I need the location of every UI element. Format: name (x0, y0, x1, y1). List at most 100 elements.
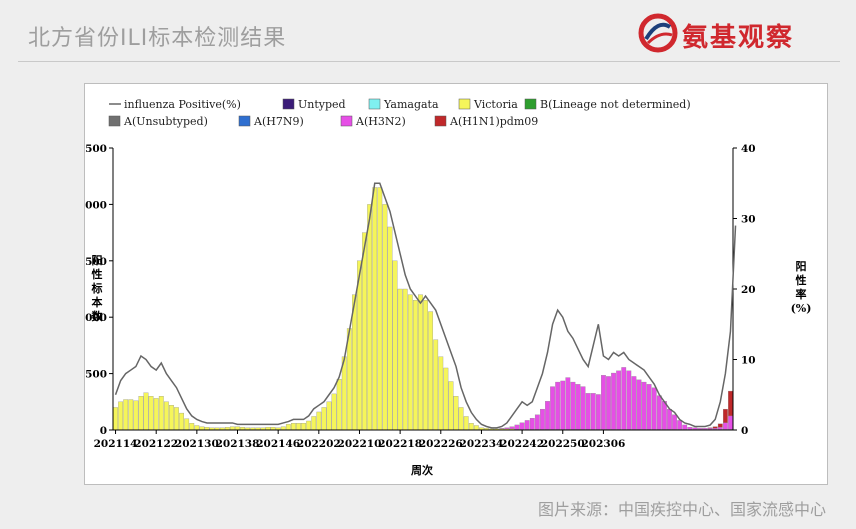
bar-victoria (473, 425, 479, 431)
bar-h3n2 (717, 427, 723, 430)
bar-victoria (285, 424, 291, 431)
x-tick-label: 202114 (94, 438, 138, 450)
bar-h3n2 (651, 387, 657, 430)
bar-h3n2 (524, 420, 530, 430)
x-tick-label: 202146 (256, 438, 300, 450)
legend-swatch-untyped (282, 98, 295, 110)
bar-victoria (143, 392, 149, 431)
bar-h3n2 (540, 408, 545, 430)
bar-victoria (387, 226, 393, 431)
bar-h3n2 (641, 381, 647, 430)
bar-h3n2 (697, 428, 703, 430)
bar-victoria (402, 288, 408, 431)
x-tick-label: 202218 (378, 438, 422, 450)
bar-victoria (148, 396, 154, 431)
bar-h3n2 (595, 394, 601, 430)
y-tick-label: 2,500 (85, 143, 107, 155)
positive-rate-line (114, 182, 737, 429)
bar-h3n2 (504, 427, 510, 430)
bar-victoria (163, 401, 169, 431)
legend-label-h7n9: A(H7N9) (253, 115, 304, 128)
bar-h3n2 (687, 427, 693, 430)
legend: influenza Positive(%) Untyped Yamagata Vict… (108, 98, 691, 128)
bar-victoria (128, 399, 134, 431)
ili-chart: influenza Positive(%) Untyped Yamagata Vict… (74, 98, 811, 477)
legend-swatch-h1n1 (434, 115, 447, 127)
bar-h3n2 (529, 418, 535, 430)
bar-victoria (453, 396, 459, 431)
bar-h3n2 (722, 422, 728, 430)
legend-swatch-unsubtyped (108, 115, 121, 127)
bar-victoria (306, 420, 312, 431)
bar-h3n2 (514, 424, 520, 430)
bar-h3n2 (534, 414, 540, 430)
logo-text: 氨基观察 (682, 23, 795, 53)
axes: 05001,0001,5002,0002,5000102030402021142… (74, 143, 756, 450)
bar-victoria (448, 381, 454, 431)
bar-h3n2 (590, 393, 596, 430)
bar-victoria (235, 426, 240, 431)
bar-h3n2 (545, 401, 550, 430)
x-tick-label: 202306 (581, 438, 625, 450)
bar-victoria (433, 339, 439, 431)
bar-h3n2 (662, 401, 667, 430)
bar-h3n2 (570, 381, 576, 430)
bar-h3n2 (616, 370, 622, 430)
bar-victoria (382, 204, 388, 431)
bar-h3n2 (606, 376, 611, 430)
y2-tick-label: 30 (741, 214, 756, 226)
x-tick-label: 202202 (297, 438, 341, 450)
bar-h3n2 (626, 370, 632, 430)
x-axis-label: 周次 (411, 463, 433, 477)
legend-swatch-h3n2 (340, 115, 353, 127)
bar-h3n2 (555, 381, 561, 430)
bar-h3n2 (672, 414, 677, 430)
bar-h3n2 (611, 372, 616, 430)
bar-victoria (468, 423, 474, 431)
x-tick-label: 202130 (175, 438, 219, 450)
legend-label-h1n1: A(H1N1)pdm09 (449, 115, 538, 128)
source-note: 图片来源：中国疾控中心、国家流感中心 (537, 500, 826, 519)
bar-victoria (113, 407, 118, 431)
page-title: 北方省份ILI标本检测结果 (28, 26, 287, 51)
bar-victoria (280, 426, 286, 431)
bar-victoria (133, 400, 139, 431)
bar-h3n2 (656, 395, 662, 430)
legend-swatch-b_lineage (524, 98, 537, 110)
bar-victoria (169, 405, 174, 431)
legend-label-unsubtyped: A(Unsubtyped) (123, 115, 208, 128)
bar-victoria (458, 407, 464, 431)
bar-victoria (199, 426, 205, 431)
bar-victoria (438, 356, 444, 431)
bar-h3n2 (702, 428, 708, 430)
bar-h3n2 (585, 393, 591, 430)
bar-h3n2 (712, 428, 718, 430)
bar-h3n2 (601, 375, 606, 430)
bar-h1n1 (717, 423, 723, 428)
bar-victoria (336, 379, 342, 431)
bar-h3n2 (550, 386, 555, 430)
y2-tick-label: 40 (741, 143, 756, 155)
bar-h3n2 (580, 386, 586, 430)
bar-h1n1 (728, 390, 733, 417)
bar-victoria (463, 416, 469, 431)
legend-label-untyped: Untyped (298, 98, 346, 111)
bar-victoria (158, 396, 164, 431)
y-tick-label: 2,000 (85, 199, 107, 211)
bars (113, 187, 733, 431)
legend-swatch-victoria (458, 98, 471, 110)
bar-victoria (174, 407, 179, 431)
bar-h3n2 (509, 426, 515, 430)
bar-h3n2 (560, 380, 566, 430)
y2-tick-label: 10 (741, 355, 756, 367)
bar-victoria (138, 396, 144, 431)
bar-h3n2 (636, 379, 642, 430)
y-axis-label: 阳性标本数 (91, 253, 104, 323)
brand-logo: 氨基观察 (636, 12, 836, 54)
bar-victoria (301, 423, 306, 431)
bar-victoria (123, 399, 129, 431)
y-tick-label: 500 (85, 369, 107, 381)
legend-swatch-h7n9 (238, 115, 251, 127)
bar-victoria (331, 393, 337, 431)
bar-victoria (311, 416, 317, 431)
